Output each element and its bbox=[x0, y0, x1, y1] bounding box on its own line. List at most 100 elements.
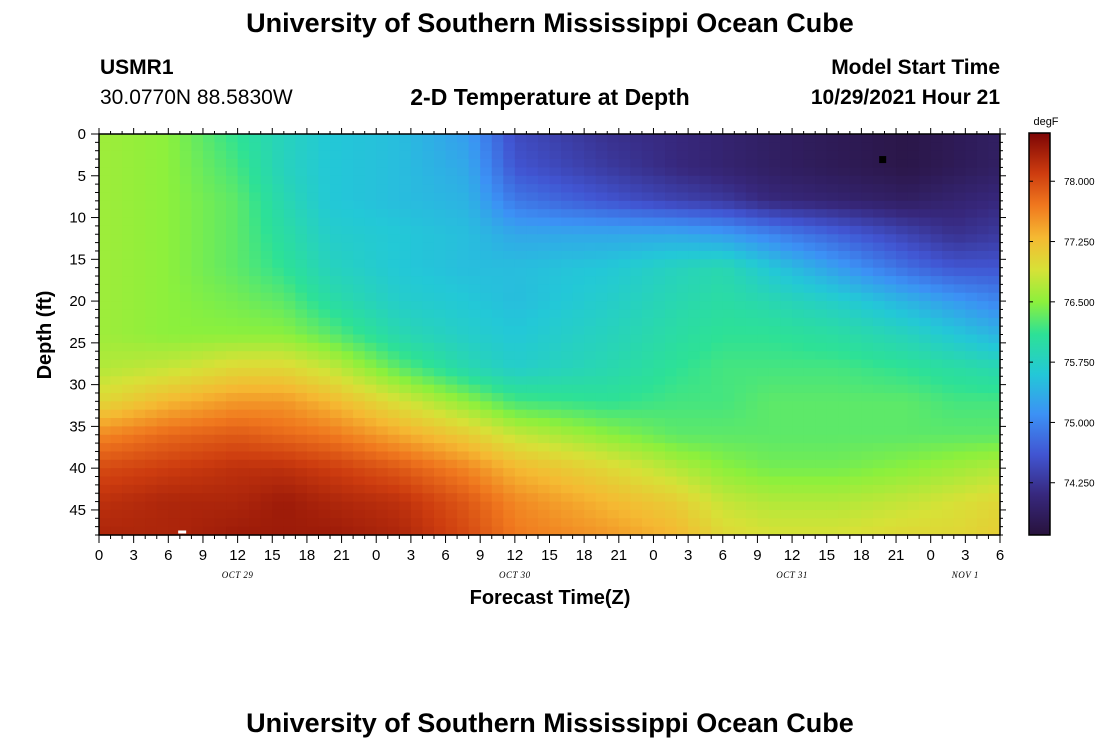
heatmap-cell bbox=[468, 175, 481, 185]
heatmap-cell bbox=[156, 409, 169, 419]
heatmap-cell bbox=[665, 267, 678, 277]
heatmap-cell bbox=[711, 401, 724, 411]
heatmap-cell bbox=[884, 351, 897, 361]
heatmap-cell bbox=[953, 518, 966, 528]
heatmap-cell bbox=[665, 184, 678, 194]
heatmap-cell bbox=[272, 134, 285, 143]
heatmap-cell bbox=[988, 167, 1001, 177]
heatmap-cell bbox=[179, 209, 193, 219]
heatmap-cell bbox=[884, 159, 897, 169]
heatmap-cell bbox=[665, 167, 678, 177]
x-tick-label: 15 bbox=[541, 547, 558, 564]
heatmap-cell bbox=[341, 434, 354, 444]
heatmap-cell bbox=[988, 192, 1001, 202]
heatmap-cell bbox=[99, 509, 112, 519]
heatmap-cell bbox=[318, 384, 331, 394]
heatmap-cell bbox=[480, 259, 493, 269]
heatmap-cell bbox=[722, 359, 735, 369]
heatmap-cell bbox=[376, 501, 389, 511]
heatmap-cell bbox=[202, 301, 216, 311]
heatmap-cell bbox=[965, 509, 978, 519]
heatmap-cell bbox=[803, 317, 816, 327]
heatmap-cell bbox=[607, 242, 620, 252]
heatmap-cell bbox=[803, 443, 816, 453]
heatmap-cell bbox=[907, 359, 920, 369]
heatmap-cell bbox=[341, 426, 354, 436]
heatmap-cell bbox=[410, 342, 424, 352]
heatmap-cell bbox=[838, 200, 851, 210]
heatmap-cell bbox=[445, 443, 458, 453]
heatmap-cell bbox=[306, 459, 320, 469]
heatmap-cell bbox=[433, 250, 447, 260]
heatmap-cell bbox=[988, 301, 1001, 311]
heatmap-cell bbox=[468, 317, 481, 327]
heatmap-cell bbox=[549, 267, 562, 277]
heatmap-cell bbox=[930, 384, 943, 394]
x-tick-label: 12 bbox=[507, 547, 524, 564]
heatmap-cell bbox=[226, 434, 239, 444]
heatmap-cell bbox=[699, 476, 712, 486]
heatmap-cell bbox=[133, 242, 146, 252]
heatmap-cell bbox=[433, 476, 447, 486]
heatmap-cell bbox=[514, 518, 527, 528]
heatmap-cell bbox=[815, 142, 828, 152]
heatmap-cell bbox=[768, 159, 782, 169]
heatmap-cell bbox=[202, 267, 216, 277]
heatmap-cell bbox=[353, 493, 366, 503]
heatmap-cell bbox=[514, 192, 527, 202]
heatmap-cell bbox=[653, 459, 666, 469]
heatmap-cell bbox=[376, 167, 389, 177]
heatmap-cell bbox=[607, 367, 620, 377]
heatmap-cell bbox=[976, 401, 990, 411]
heatmap-cell bbox=[145, 184, 158, 194]
marker-square bbox=[178, 530, 187, 534]
heatmap-cell bbox=[653, 484, 666, 494]
heatmap-cell bbox=[584, 509, 597, 519]
heatmap-cell bbox=[480, 234, 493, 244]
heatmap-cell bbox=[595, 209, 608, 219]
heatmap-cell bbox=[399, 217, 412, 227]
heatmap-cell bbox=[745, 217, 759, 227]
heatmap-cell bbox=[295, 217, 308, 227]
heatmap-cell bbox=[607, 309, 620, 319]
heatmap-cell bbox=[549, 142, 562, 152]
heatmap-cell bbox=[988, 250, 1001, 260]
heatmap-cell bbox=[896, 342, 909, 352]
heatmap-cell bbox=[468, 167, 481, 177]
heatmap-cell bbox=[168, 384, 181, 394]
heatmap-cell bbox=[549, 192, 562, 202]
heatmap-cell bbox=[110, 384, 123, 394]
heatmap-cell bbox=[653, 292, 666, 302]
heatmap-cell bbox=[768, 259, 782, 269]
heatmap-cell bbox=[341, 259, 354, 269]
heatmap-cell bbox=[537, 184, 551, 194]
heatmap-cell bbox=[168, 401, 181, 411]
heatmap-cell bbox=[399, 192, 412, 202]
heatmap-cell bbox=[641, 250, 655, 260]
heatmap-cell bbox=[907, 309, 920, 319]
heatmap-cell bbox=[861, 426, 874, 436]
heatmap-cell bbox=[699, 192, 712, 202]
heatmap-cell bbox=[410, 284, 424, 294]
heatmap-cell bbox=[445, 409, 458, 419]
heatmap-cell bbox=[988, 476, 1001, 486]
heatmap-cell bbox=[861, 342, 874, 352]
heatmap-cell bbox=[168, 509, 181, 519]
heatmap-cell bbox=[341, 484, 354, 494]
heatmap-cell bbox=[145, 309, 158, 319]
heatmap-cell bbox=[318, 317, 331, 327]
heatmap-cell bbox=[514, 501, 527, 511]
y-tick-label: 30 bbox=[69, 377, 86, 394]
heatmap-cell bbox=[884, 250, 897, 260]
heatmap-cell bbox=[976, 426, 990, 436]
heatmap-cell bbox=[226, 242, 239, 252]
heatmap-cell bbox=[665, 326, 678, 336]
heatmap-cell bbox=[572, 418, 585, 427]
heatmap-cell bbox=[191, 509, 204, 519]
heatmap-cell bbox=[745, 225, 759, 235]
heatmap-cell bbox=[722, 409, 735, 419]
heatmap-cell bbox=[526, 384, 539, 394]
heatmap-cell bbox=[110, 242, 123, 252]
heatmap-cell bbox=[815, 301, 828, 311]
heatmap-cell bbox=[283, 150, 296, 160]
